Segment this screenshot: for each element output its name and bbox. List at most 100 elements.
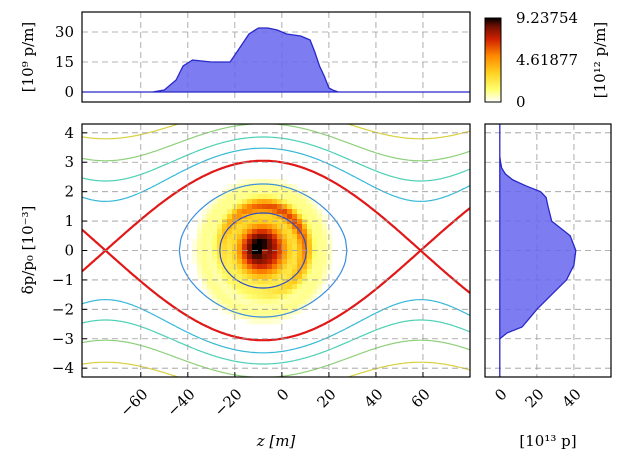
heatmap-cell bbox=[232, 259, 238, 265]
heatmap-cell bbox=[302, 264, 308, 270]
heatmap-cell bbox=[247, 269, 253, 275]
heatmap-cell bbox=[247, 259, 253, 265]
heatmap-cell bbox=[272, 264, 278, 270]
heatmap-cell bbox=[202, 269, 208, 275]
heatmap-cell bbox=[242, 219, 248, 225]
heatmap-cell bbox=[222, 259, 228, 265]
heatmap-cell bbox=[257, 194, 263, 200]
heatmap-cell bbox=[252, 214, 258, 220]
heatmap-cell bbox=[237, 209, 243, 215]
heatmap-cell bbox=[207, 239, 213, 245]
heatmap-cell bbox=[297, 254, 303, 260]
main-xlabel: z [m] bbox=[256, 432, 296, 450]
heatmap-cell bbox=[282, 274, 288, 280]
heatmap-cell bbox=[247, 274, 253, 280]
heatmap-cell bbox=[252, 309, 258, 315]
heatmap-cell bbox=[202, 254, 208, 260]
heatmap-cell bbox=[287, 224, 293, 230]
heatmap-cell bbox=[287, 204, 293, 210]
heatmap-cell bbox=[227, 184, 233, 190]
heatmap-cell bbox=[242, 279, 248, 285]
heatmap-cell bbox=[242, 229, 248, 235]
heatmap-cell bbox=[322, 229, 328, 235]
heatmap-cell bbox=[257, 229, 263, 235]
heatmap-cell bbox=[272, 194, 278, 200]
heatmap-cell bbox=[212, 249, 218, 255]
heatmap-cell bbox=[242, 209, 248, 215]
heatmap-cell bbox=[242, 199, 248, 205]
heatmap-cell bbox=[242, 179, 248, 185]
heatmap-cell bbox=[327, 249, 333, 255]
heatmap-cell bbox=[212, 254, 218, 260]
top-ylabel: [10⁹ p/m] bbox=[19, 22, 37, 92]
heatmap-cell bbox=[277, 234, 283, 240]
heatmap-cell bbox=[312, 219, 318, 225]
heatmap-cell bbox=[282, 249, 288, 255]
heatmap-cell bbox=[322, 214, 328, 220]
heatmap-cell bbox=[287, 269, 293, 275]
heatmap-cell bbox=[322, 244, 328, 250]
heatmap-cell bbox=[292, 184, 298, 190]
heatmap-cell bbox=[297, 234, 303, 240]
heatmap-cell bbox=[307, 219, 313, 225]
heatmap-cell bbox=[222, 269, 228, 275]
heatmap-cell bbox=[207, 254, 213, 260]
heatmap-cell bbox=[282, 259, 288, 265]
heatmap-cell bbox=[252, 244, 258, 250]
heatmap-cell bbox=[232, 219, 238, 225]
heatmap-cell bbox=[322, 264, 328, 270]
heatmap-cell bbox=[292, 214, 298, 220]
heatmap-cell bbox=[317, 224, 323, 230]
heatmap-cell bbox=[287, 289, 293, 295]
heatmap-cell bbox=[297, 279, 303, 285]
contour-line bbox=[82, 147, 470, 354]
heatmap-cell bbox=[327, 234, 333, 240]
heatmap-cell bbox=[277, 289, 283, 295]
heatmap-cell bbox=[242, 314, 248, 320]
heatmap-cell bbox=[282, 309, 288, 315]
heatmap-cell bbox=[227, 309, 233, 315]
main-frame bbox=[81, 123, 471, 378]
heatmap-cell bbox=[302, 294, 308, 300]
heatmap-cell bbox=[217, 279, 223, 285]
heatmap-cell bbox=[257, 254, 263, 260]
heatmap-cell bbox=[267, 199, 273, 205]
heatmap-cell bbox=[207, 244, 213, 250]
heatmap-cell bbox=[252, 179, 258, 185]
right-x-tick-label: 20 bbox=[521, 385, 547, 411]
heatmap-cell bbox=[242, 234, 248, 240]
main-grid bbox=[82, 124, 470, 377]
heatmap-cell bbox=[267, 299, 273, 305]
heatmap-cell bbox=[307, 234, 313, 240]
heatmap-cell bbox=[217, 299, 223, 305]
heatmap-cell bbox=[267, 319, 273, 325]
heatmap-cell bbox=[277, 179, 283, 185]
heatmap-cell bbox=[202, 259, 208, 265]
heatmap-cell bbox=[287, 309, 293, 315]
heatmap-cell bbox=[257, 219, 263, 225]
heatmap-cell bbox=[217, 269, 223, 275]
heatmap-cell bbox=[262, 279, 268, 285]
heatmap-cell bbox=[292, 304, 298, 310]
heatmap-cell bbox=[232, 279, 238, 285]
heatmap-cell bbox=[277, 249, 283, 255]
heatmap-cell bbox=[247, 239, 253, 245]
heatmap-cell bbox=[297, 224, 303, 230]
heatmap-cell bbox=[267, 229, 273, 235]
heatmap-cell bbox=[252, 269, 258, 275]
heatmap-cell bbox=[317, 284, 323, 290]
heatmap-cell bbox=[302, 269, 308, 275]
heatmap-cell bbox=[307, 264, 313, 270]
heatmap-cell bbox=[237, 309, 243, 315]
heatmap-cell bbox=[222, 244, 228, 250]
heatmap-cell bbox=[192, 254, 198, 260]
heatmap-cell bbox=[247, 219, 253, 225]
heatmap-cell bbox=[317, 269, 323, 275]
heatmap-cell bbox=[302, 299, 308, 305]
heatmap-cell bbox=[237, 264, 243, 270]
right-x-tick-label: 0 bbox=[491, 385, 510, 404]
heatmap-cell bbox=[222, 304, 228, 310]
heatmap-cell bbox=[272, 274, 278, 280]
heatmap-cell bbox=[247, 314, 253, 320]
top-y-tick-label: 0 bbox=[64, 83, 74, 101]
